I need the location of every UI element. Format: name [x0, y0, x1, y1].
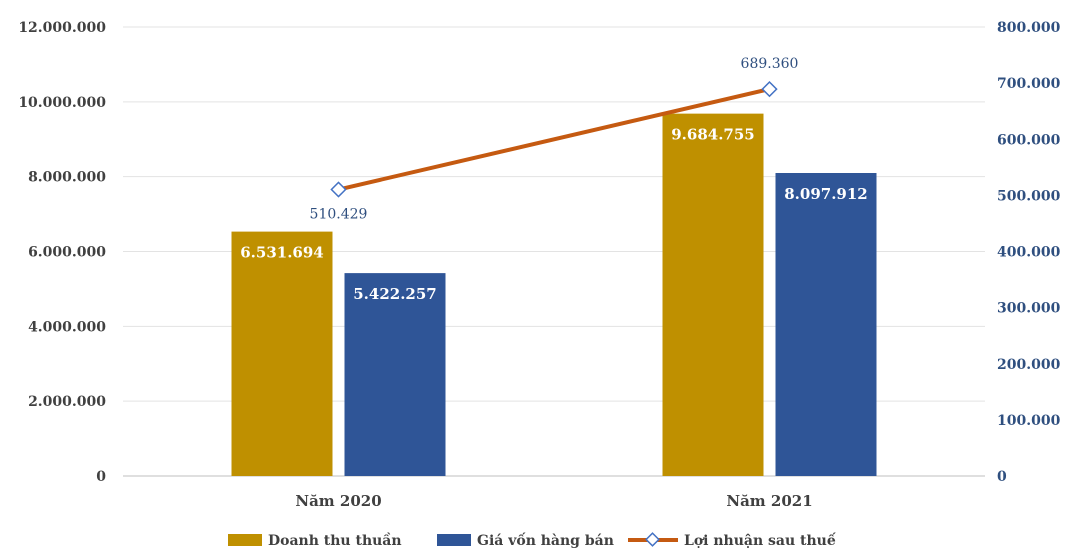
bar [344, 273, 446, 476]
category-label: Năm 2020 [295, 492, 381, 510]
legend-label: Lợi nhuận sau thuế [684, 531, 836, 549]
right-tick-label: 0 [997, 469, 1007, 485]
left-tick-label: 0 [96, 469, 106, 485]
category-label: Năm 2021 [726, 492, 812, 510]
line-value-label: 689.360 [741, 56, 799, 72]
right-axis: 0 100.000 200.000 300.000 400.000 500.000 600.… [997, 20, 1061, 485]
right-tick-label: 400.000 [997, 245, 1061, 261]
right-tick-label: 600.000 [997, 132, 1061, 148]
category-axis: Năm 2020 Năm 2021 [295, 492, 812, 510]
bar [231, 231, 333, 476]
right-tick-label: 100.000 [997, 413, 1061, 429]
bar-value-label: 8.097.912 [784, 185, 868, 203]
left-tick-label: 10.000.000 [18, 95, 106, 111]
legend-label: Doanh thu thuần [268, 532, 402, 549]
line-series: 510.429 689.360 [310, 56, 799, 222]
bar-value-label: 6.531.694 [240, 244, 324, 262]
right-tick-label: 200.000 [997, 357, 1061, 373]
right-tick-label: 800.000 [997, 20, 1061, 36]
left-tick-label: 4.000.000 [28, 319, 106, 335]
line-path [336, 87, 772, 192]
left-tick-label: 8.000.000 [28, 170, 106, 186]
legend-marker [645, 532, 660, 547]
right-tick-label: 500.000 [997, 188, 1061, 204]
line-value-label: 510.429 [310, 207, 368, 223]
bar-value-label: 9.684.755 [671, 126, 755, 144]
right-tick-label: 700.000 [997, 76, 1061, 92]
line-marker [761, 80, 778, 98]
left-tick-label: 12.000.000 [18, 20, 106, 36]
legend: Doanh thu thuần Giá vốn hàng bán Lợi nhuận… [228, 531, 836, 549]
left-axis: 0 2.000.000 4.000.000 6.000.000 8.000.000 10.… [18, 20, 106, 485]
legend-label: Giá vốn hàng bán [477, 531, 614, 549]
legend-swatch [228, 534, 262, 546]
bar [775, 173, 877, 477]
line-marker [330, 181, 347, 198]
left-tick-label: 2.000.000 [28, 394, 106, 410]
legend-swatch [437, 534, 471, 546]
right-tick-label: 300.000 [997, 301, 1061, 317]
bar [662, 113, 764, 476]
bar-value-label: 5.422.257 [353, 285, 437, 303]
bar-series: 6.531.694 5.422.257 9.684.755 8.097.912 [231, 113, 877, 477]
left-tick-label: 6.000.000 [28, 245, 106, 261]
